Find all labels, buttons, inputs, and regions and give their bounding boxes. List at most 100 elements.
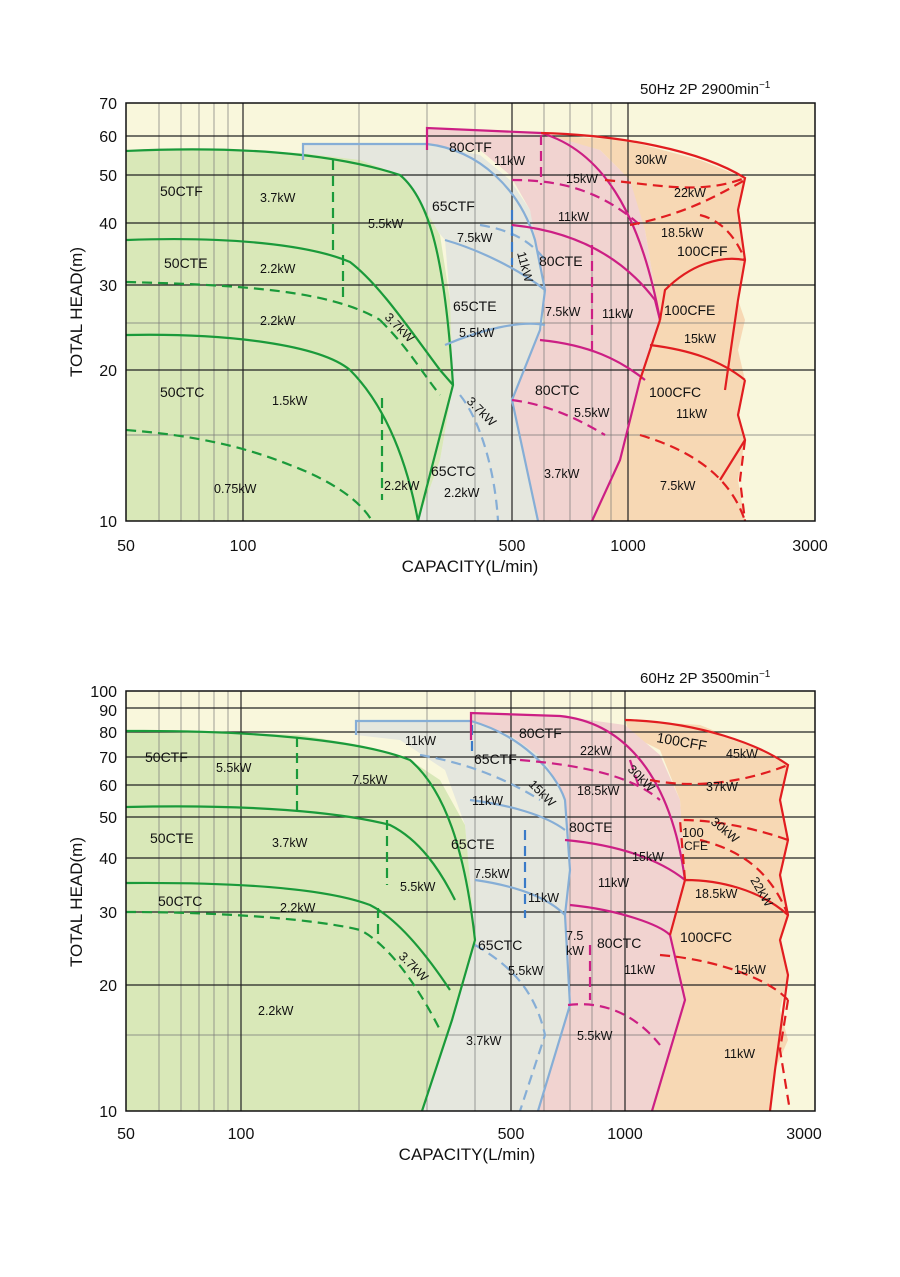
kw-label: 2.2kW	[260, 314, 296, 328]
series-name-65ctf: 65CTF	[432, 198, 475, 214]
kw-label: 7.5kW	[545, 305, 581, 319]
series-name-80ctf: 80CTF	[449, 139, 492, 155]
series-name-80cte: 80CTE	[539, 253, 583, 269]
series-name-65ctc: 65CTC	[431, 463, 475, 479]
series-name-100cff: 100CFF	[677, 243, 728, 259]
kw-label: 5.5kW	[574, 406, 610, 420]
x-tick: 50	[117, 538, 135, 555]
x-tick: 50	[117, 1126, 135, 1143]
y-axis-label: TOTAL HEAD(m)	[67, 247, 86, 377]
region-100-fill	[541, 135, 745, 521]
x-tick: 100	[228, 1126, 255, 1143]
x-tick: 100	[230, 538, 257, 555]
y-tick: 30	[99, 278, 117, 295]
chart-60hz: 60Hz 2P 3500min−1	[67, 669, 822, 1164]
series-name-80ctc: 80CTC	[597, 935, 641, 951]
y-tick: 60	[99, 129, 117, 146]
kw-label: 11kW	[472, 794, 503, 808]
kw-label: 5.5kW	[216, 761, 252, 775]
kw-label: 5.5kW	[400, 880, 436, 894]
series-name-65ctc: 65CTC	[478, 937, 522, 953]
kw-label: 5.5kW	[368, 217, 404, 231]
y-tick: 30	[99, 905, 117, 922]
y-tick: 10	[99, 1104, 117, 1121]
y-tick: 20	[99, 363, 117, 380]
kw-label: 11kW	[724, 1047, 755, 1061]
kw-label: 15kW	[684, 332, 716, 346]
y-tick: 10	[99, 514, 117, 531]
series-name-50ctc: 50CTC	[160, 384, 204, 400]
chart-title: 50Hz 2P 2900min−1	[640, 80, 771, 98]
kw-label: 11kW	[405, 734, 436, 748]
x-axis-label: CAPACITY(L/min)	[399, 1145, 536, 1164]
series-name-80ctc: 80CTC	[535, 382, 579, 398]
kw-label: 3.7kW	[466, 1034, 502, 1048]
x-axis-label: CAPACITY(L/min)	[402, 557, 539, 576]
kw-label: 30kW	[635, 153, 667, 167]
kw-label: 37kW	[706, 780, 738, 794]
kw-label: 5.5kW	[508, 964, 544, 978]
x-tick: 1000	[607, 1126, 643, 1143]
series-name-50cte: 50CTE	[150, 830, 194, 846]
kw-label: 5.5kW	[459, 326, 495, 340]
kw-label: 3.7kW	[260, 191, 296, 205]
kw-label: 2.2kW	[384, 479, 420, 493]
kw-label: 2.2kW	[258, 1004, 294, 1018]
y-tick: 50	[99, 168, 117, 185]
kw-label: 3.7kW	[544, 467, 580, 481]
kw-label: 2.2kW	[260, 262, 296, 276]
series-name-65ctf: 65CTF	[474, 751, 517, 767]
kw-label: 11kW	[624, 963, 655, 977]
region-50-fill	[126, 149, 453, 521]
kw-label: kW	[566, 944, 584, 958]
series-name-50ctc: 50CTC	[158, 893, 202, 909]
y-tick: 40	[99, 851, 117, 868]
kw-label: 22kW	[674, 186, 706, 200]
y-tick: 50	[99, 810, 117, 827]
region-65-fill	[356, 721, 570, 1111]
series-name-100cfe: 100	[682, 825, 704, 840]
kw-label: 7.5kW	[457, 231, 493, 245]
series-name-100cfe-sub: CFE	[684, 839, 708, 853]
series-name-80ctf: 80CTF	[519, 725, 562, 741]
kw-label: 2.2kW	[444, 486, 480, 500]
x-tick: 1000	[610, 538, 646, 555]
y-tick: 100	[90, 684, 117, 701]
kw-label: 18.5kW	[661, 226, 704, 240]
x-tick: 500	[498, 1126, 525, 1143]
series-name-50ctf: 50CTF	[160, 183, 203, 199]
kw-label: 11kW	[598, 876, 629, 890]
kw-label: 2.2kW	[280, 901, 316, 915]
y-tick: 80	[99, 725, 117, 742]
y-tick: 70	[99, 750, 117, 767]
kw-label: 7.5	[566, 929, 583, 943]
kw-label: 22kW	[580, 744, 612, 758]
kw-label: 7.5kW	[352, 773, 388, 787]
kw-label: 18.5kW	[577, 784, 620, 798]
x-tick: 500	[499, 538, 526, 555]
kw-label: 7.5kW	[660, 479, 696, 493]
kw-label: 18.5kW	[695, 887, 738, 901]
series-name-80cte: 80CTE	[569, 819, 613, 835]
kw-label: 0.75kW	[214, 482, 257, 496]
region-50-fill	[126, 731, 475, 1111]
kw-label: 7.5kW	[474, 867, 510, 881]
kw-label: 11kW	[602, 307, 633, 321]
chart-title: 60Hz 2P 3500min−1	[640, 669, 771, 687]
series-name-50cte: 50CTE	[164, 255, 208, 271]
kw-label: 15kW	[632, 850, 664, 864]
series-name-100cfc: 100CFC	[649, 384, 701, 400]
series-name-100cfe: 100CFE	[664, 302, 715, 318]
series-name-65cte: 65CTE	[451, 836, 495, 852]
kw-label: 5.5kW	[577, 1029, 613, 1043]
kw-label: 11kW	[528, 891, 559, 905]
y-axis-label: TOTAL HEAD(m)	[67, 837, 86, 967]
region-65-fill	[303, 144, 545, 521]
y-tick: 40	[99, 216, 117, 233]
y-tick: 20	[99, 978, 117, 995]
x-tick: 3000	[786, 1126, 822, 1143]
kw-label: 11kW	[676, 407, 707, 421]
region-100-fill	[625, 720, 788, 1111]
chart-50hz: 50Hz 2P 2900min−1	[67, 80, 828, 576]
